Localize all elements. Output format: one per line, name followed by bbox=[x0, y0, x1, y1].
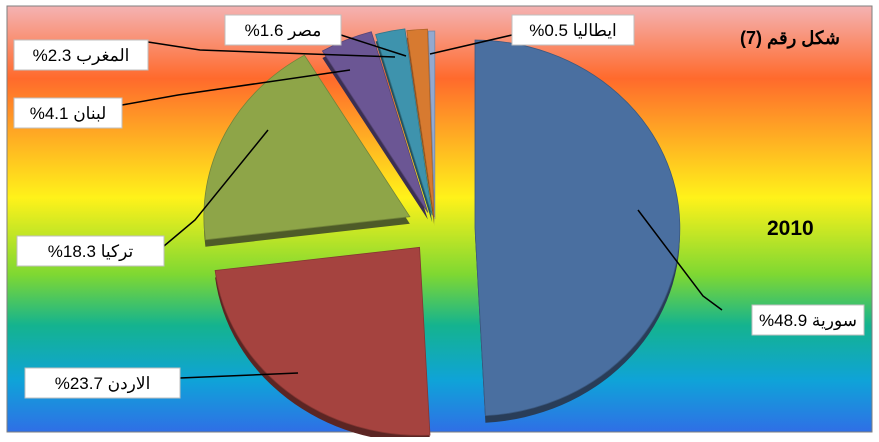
data-label: الاردن 23.7% bbox=[24, 367, 181, 399]
data-label-box bbox=[511, 14, 635, 46]
data-label-box bbox=[24, 367, 181, 399]
pie-slice-face bbox=[427, 30, 436, 220]
data-label: تركيا 18.3% bbox=[16, 235, 165, 267]
pie-slice bbox=[375, 28, 433, 223]
leader-line bbox=[637, 209, 723, 311]
pie-slice-face bbox=[406, 28, 435, 218]
leader-line bbox=[179, 372, 299, 379]
leader-lines bbox=[121, 34, 723, 379]
data-label-box bbox=[224, 14, 342, 46]
data-label-box bbox=[16, 235, 165, 267]
data-label: ايطاليا 0.5% bbox=[511, 14, 635, 46]
data-label-box bbox=[13, 97, 123, 129]
leader-line bbox=[147, 41, 396, 58]
pie-slice bbox=[321, 31, 429, 220]
leader-line bbox=[340, 34, 407, 57]
pie-slice-side bbox=[375, 35, 433, 223]
pie-slice-face bbox=[203, 54, 411, 241]
data-label-text: تركيا 18.3% bbox=[48, 242, 134, 262]
pie-slice bbox=[406, 28, 435, 225]
data-label-box bbox=[751, 304, 865, 336]
chart-title: شكل رقم (7) bbox=[740, 28, 840, 49]
pie-slice-face bbox=[474, 39, 681, 417]
data-label-text: لبنان 4.1% bbox=[30, 104, 107, 123]
pie-slice-face bbox=[214, 246, 431, 436]
data-label-text: سورية 48.9% bbox=[759, 311, 857, 331]
pie-slice bbox=[203, 54, 411, 247]
data-label: سورية 48.9% bbox=[751, 304, 865, 336]
data-label: مصر 1.6% bbox=[224, 14, 342, 46]
data-label: لبنان 4.1% bbox=[13, 97, 123, 129]
chart-year: 2010 bbox=[767, 217, 814, 240]
pie-slices bbox=[203, 28, 681, 442]
data-label-text: الاردن 23.7% bbox=[55, 374, 151, 394]
pie-slice bbox=[474, 39, 681, 423]
pie-slice bbox=[427, 30, 436, 227]
chart-background bbox=[6, 5, 873, 433]
data-label-box bbox=[13, 39, 149, 71]
data-label-text: مصر 1.6% bbox=[245, 21, 322, 41]
leader-line bbox=[163, 129, 269, 247]
pie-slice-face bbox=[321, 31, 429, 213]
data-label-text: المغرب 2.3% bbox=[33, 46, 130, 66]
pie-slice-face bbox=[375, 28, 433, 216]
leader-line bbox=[429, 34, 513, 55]
leader-line bbox=[121, 69, 351, 106]
data-label-text: ايطاليا 0.5% bbox=[529, 21, 617, 40]
data-labels: سورية 48.9% الاردن 23.7% تركيا 18.3% لبنان … bbox=[13, 14, 865, 399]
data-label: المغرب 2.3% bbox=[13, 39, 149, 71]
pie-slice bbox=[214, 246, 431, 442]
